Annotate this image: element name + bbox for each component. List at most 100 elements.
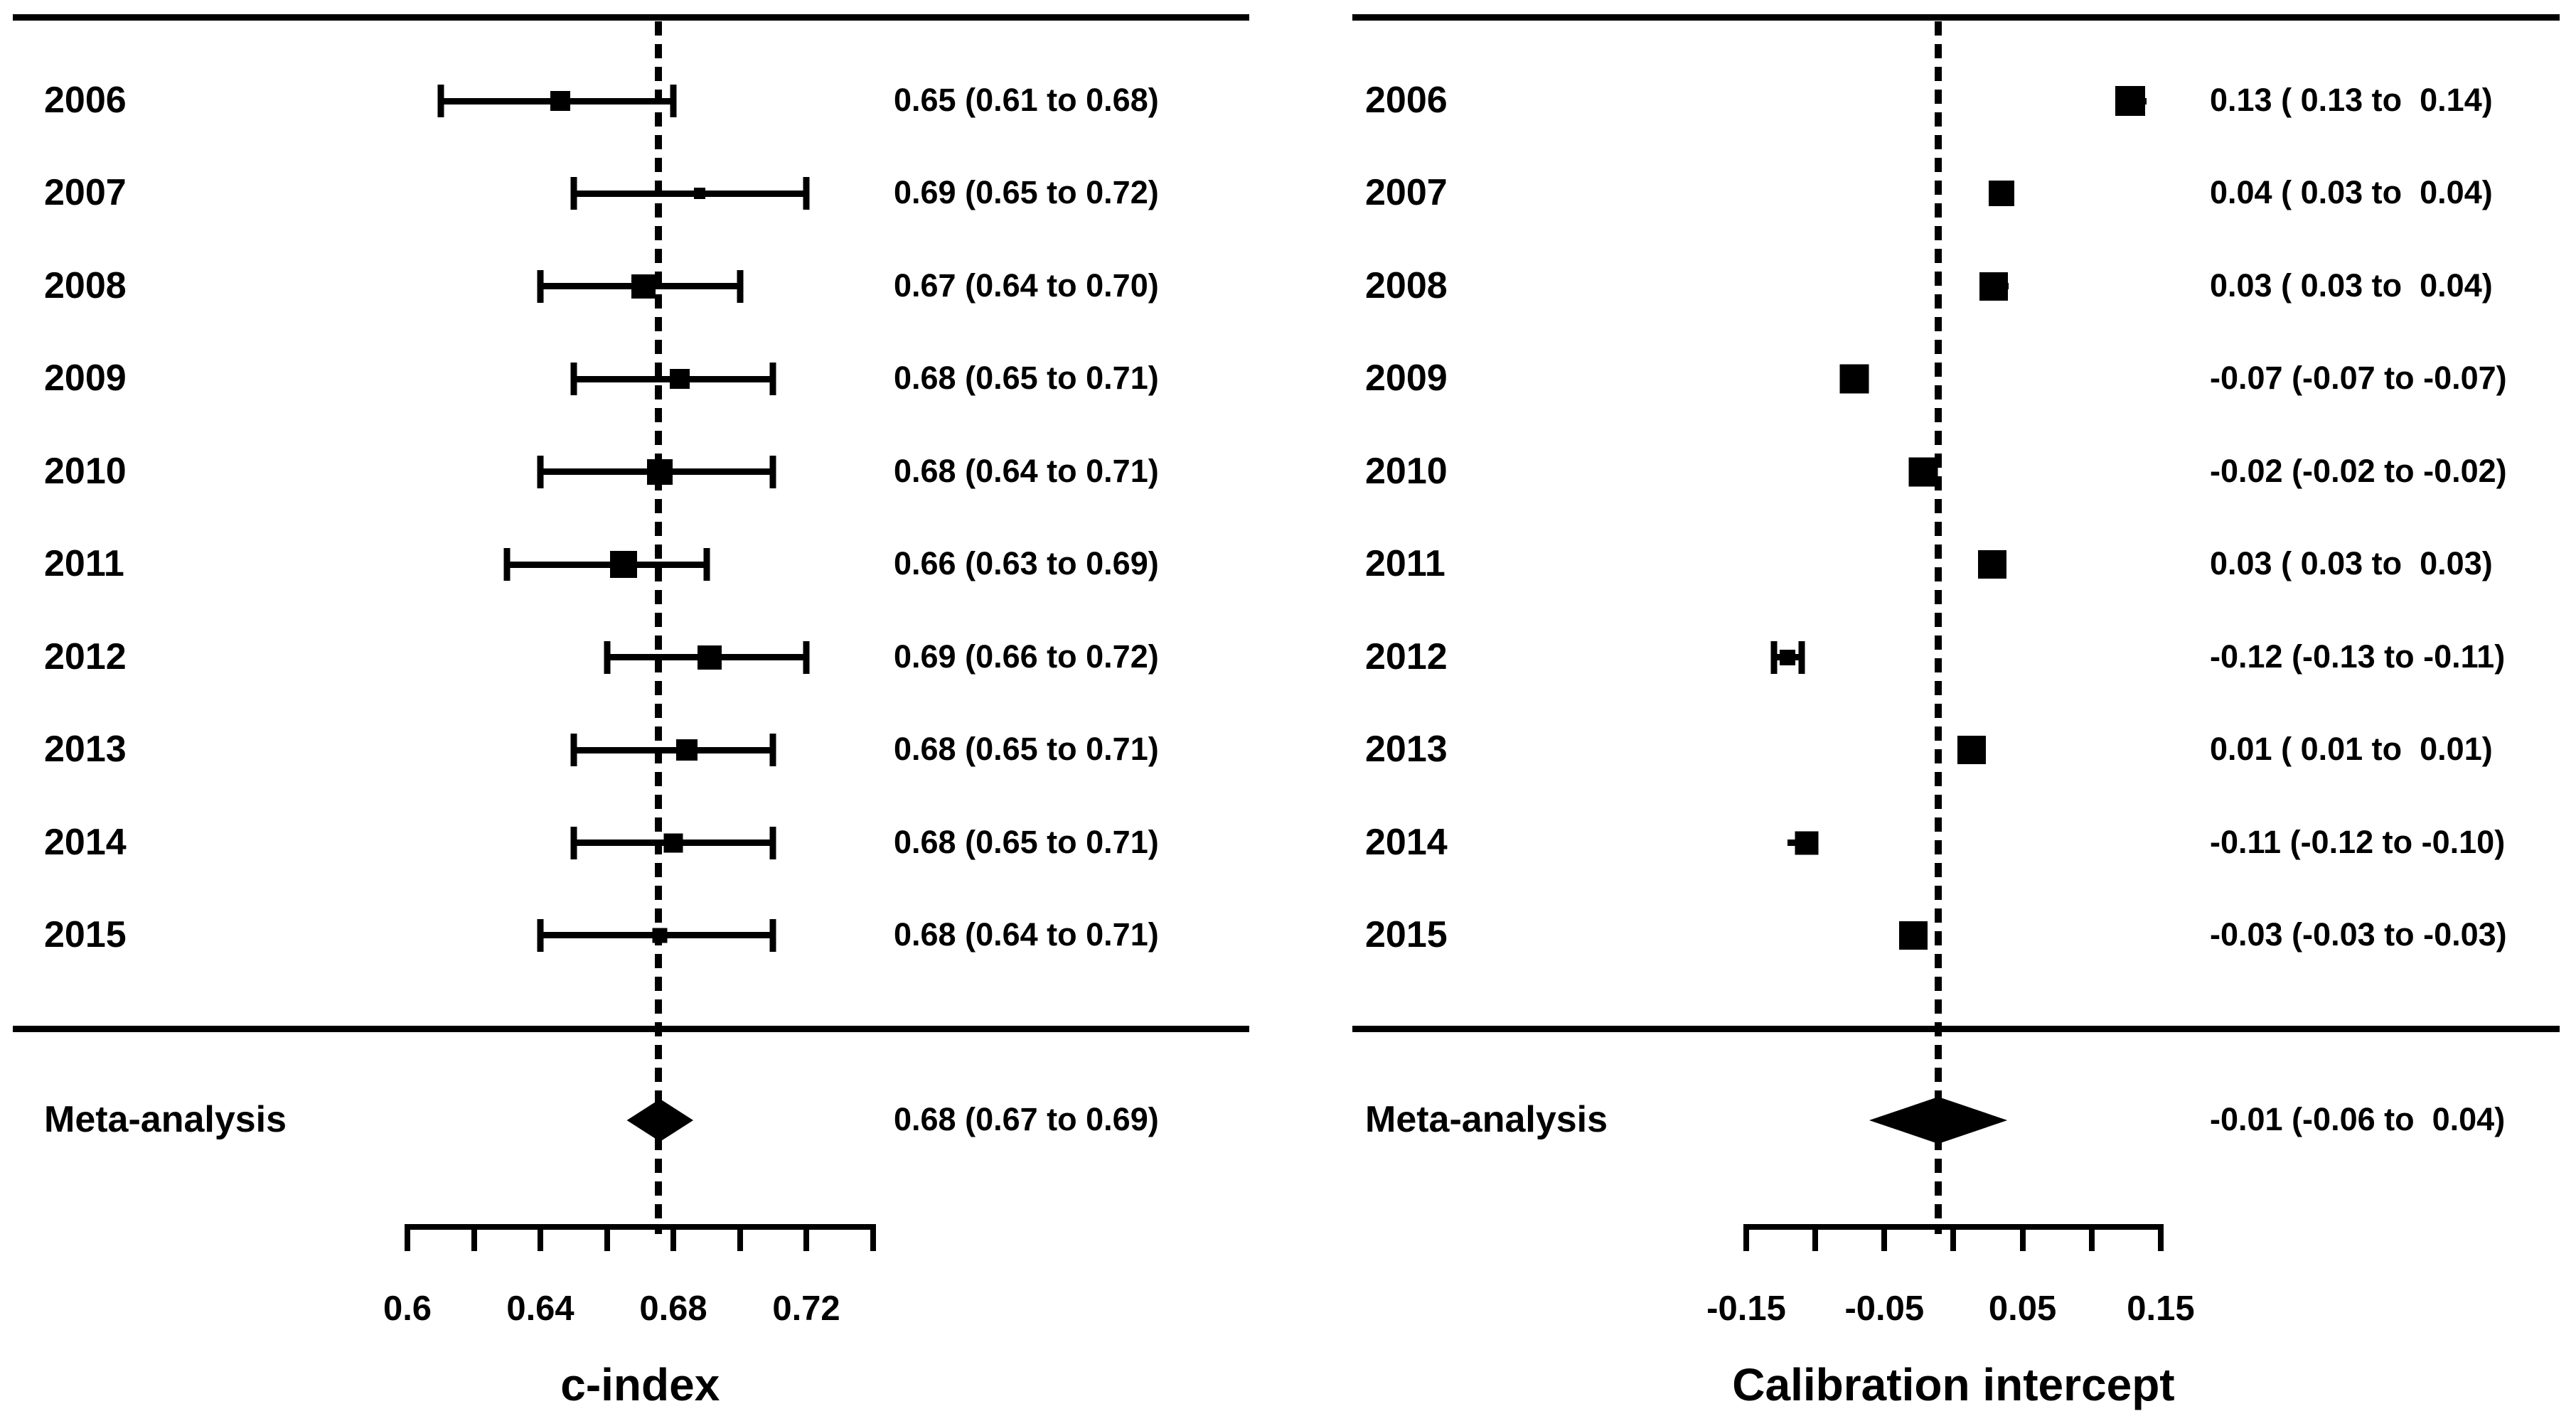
ci-whisker-right (1798, 640, 1805, 674)
ci-whisker-left (1770, 640, 1778, 674)
value-label: 0.69 (0.65 to 0.72) (894, 174, 1159, 211)
axis-tick-label: -0.05 (1844, 1289, 1925, 1328)
axis-tick (2019, 1224, 2026, 1251)
year-label: 2008 (44, 264, 127, 306)
axis-tick-label: 0.64 (506, 1289, 574, 1328)
estimate-square (663, 833, 683, 853)
year-label: 2007 (44, 172, 127, 214)
value-label: 0.68 (0.64 to 0.71) (894, 452, 1159, 489)
top-rule (13, 14, 1249, 21)
estimate-square (670, 369, 690, 390)
meta-value: -0.01 (-0.06 to 0.04) (2210, 1100, 2506, 1137)
ci-whisker-right (703, 548, 710, 581)
estimate-square (609, 551, 637, 579)
year-label: 2009 (44, 358, 127, 399)
value-label: 0.68 (0.64 to 0.71) (894, 916, 1159, 953)
axis-tick (737, 1224, 743, 1251)
year-label: 2011 (44, 542, 124, 584)
axis-tick (670, 1224, 676, 1251)
value-label: -0.07 (-0.07 to -0.07) (2210, 360, 2507, 397)
estimate-square (1899, 921, 1928, 950)
axis-tick (1950, 1224, 1957, 1251)
ci-whisker-right (769, 455, 776, 488)
meta-label: Meta-analysis (1365, 1098, 1608, 1140)
estimate-square (675, 739, 698, 761)
ci-whisker-left (570, 826, 577, 859)
value-label: -0.12 (-0.13 to -0.11) (2210, 638, 2506, 675)
ci-whisker-left (570, 734, 577, 767)
value-label: 0.65 (0.61 to 0.68) (894, 81, 1159, 118)
axis-tick-label: 0.72 (772, 1289, 840, 1328)
estimate-square (647, 458, 673, 485)
axis-tick (1812, 1224, 1819, 1251)
value-label: -0.03 (-0.03 to -0.03) (2210, 916, 2507, 953)
ci-whisker-right (803, 177, 810, 210)
estimate-square (1977, 550, 2006, 579)
axis-tick (1743, 1224, 1749, 1251)
meta-diamond (626, 1099, 694, 1142)
year-label: 2012 (1365, 635, 1448, 677)
axis-tick (2088, 1224, 2095, 1251)
meta-diamond (1869, 1097, 2008, 1144)
value-label: -0.11 (-0.12 to -0.10) (2210, 823, 2506, 860)
ci-whisker-right (670, 85, 677, 117)
axis-title: Calibration intercept (1732, 1359, 2175, 1410)
ci-whisker-left (537, 269, 544, 303)
value-label: 0.01 ( 0.01 to 0.01) (2210, 731, 2493, 768)
estimate-square (652, 928, 668, 943)
ci-bar (573, 746, 774, 753)
axis-tick-label: 0.68 (639, 1289, 707, 1328)
value-label: 0.68 (0.65 to 0.71) (894, 731, 1159, 768)
ci-whisker-left (570, 177, 577, 210)
axis-tick-label: 0.6 (383, 1289, 432, 1328)
estimate-square (698, 645, 722, 670)
value-label: 0.68 (0.65 to 0.71) (894, 823, 1159, 860)
axis-tick (604, 1224, 610, 1251)
value-label: 0.68 (0.65 to 0.71) (894, 360, 1159, 397)
year-label: 2013 (1365, 728, 1448, 770)
axis-tick (870, 1224, 876, 1251)
estimate-square (1957, 736, 1986, 765)
ci-whisker-left (537, 918, 544, 952)
estimate-square (631, 274, 656, 299)
axis-tick (2157, 1224, 2164, 1251)
year-label: 2013 (44, 728, 127, 770)
estimate-square (1908, 457, 1938, 487)
year-label: 2007 (1365, 172, 1448, 214)
estimate-square (1780, 649, 1796, 665)
year-label: 2010 (1365, 450, 1448, 492)
value-label: -0.02 (-0.02 to -0.02) (2210, 452, 2507, 489)
ci-whisker-right (769, 826, 776, 859)
axis-tick-label: -0.15 (1706, 1289, 1786, 1328)
axis-tick (538, 1224, 543, 1251)
year-label: 2008 (1365, 264, 1448, 306)
estimate-square (550, 91, 571, 111)
estimate-square (1795, 831, 1819, 855)
value-label: 0.13 ( 0.13 to 0.14) (2210, 81, 2493, 118)
axis-tick-label: 0.15 (2127, 1289, 2195, 1328)
ci-whisker-left (570, 363, 577, 396)
ci-whisker-right (803, 640, 810, 674)
estimate-square (694, 188, 706, 200)
ci-whisker-left (503, 548, 511, 581)
axis-title: c-index (560, 1359, 720, 1410)
year-label: 2010 (44, 450, 127, 492)
year-label: 2006 (1365, 79, 1448, 121)
ci-whisker-left (604, 640, 610, 674)
ci-bar (573, 190, 806, 197)
year-label: 2006 (44, 79, 127, 121)
value-label: 0.66 (0.63 to 0.69) (894, 545, 1159, 582)
axis-tick (471, 1224, 477, 1251)
year-label: 2009 (1365, 358, 1448, 399)
value-label: 0.67 (0.64 to 0.70) (894, 267, 1159, 304)
value-label: 0.69 (0.66 to 0.72) (894, 638, 1159, 675)
axis-tick (1881, 1224, 1888, 1251)
ci-whisker-right (769, 363, 776, 396)
axis-tick (405, 1224, 410, 1251)
value-label: 0.04 ( 0.03 to 0.04) (2210, 174, 2493, 211)
ci-whisker-left (537, 455, 544, 488)
ci-whisker-right (769, 918, 776, 952)
separator-rule (1352, 1026, 2560, 1032)
separator-rule (13, 1026, 1249, 1032)
